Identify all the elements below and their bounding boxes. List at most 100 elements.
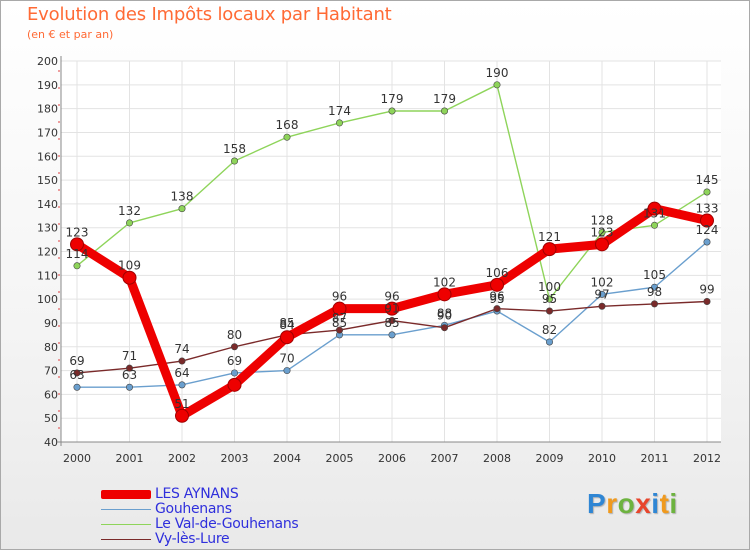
data-label-le-val-de-gouhenans: 132 bbox=[118, 204, 141, 218]
y-tick-label: 90 bbox=[44, 317, 58, 330]
y-tick-label: 200 bbox=[37, 55, 58, 68]
data-point-le-val-de-gouhenans bbox=[545, 295, 553, 303]
data-label-le-val-de-gouhenans: 174 bbox=[328, 104, 351, 118]
data-label-les-aynans: 51 bbox=[174, 397, 189, 411]
y-tick-label: 50 bbox=[44, 412, 58, 425]
y-tick-label: 120 bbox=[37, 246, 58, 259]
data-point-vy-les-lure bbox=[703, 298, 711, 306]
data-point-les-aynans bbox=[227, 377, 242, 392]
y-tick-label: 60 bbox=[44, 388, 58, 401]
data-label-le-val-de-gouhenans: 145 bbox=[696, 173, 719, 187]
y-tick-label: 140 bbox=[37, 198, 58, 211]
data-point-le-val-de-gouhenans bbox=[388, 107, 396, 115]
data-point-les-aynans bbox=[70, 237, 84, 252]
y-tick-label: 170 bbox=[37, 126, 58, 139]
legend-swatch-vy-les-lure bbox=[101, 539, 151, 540]
data-label-le-val-de-gouhenans: 158 bbox=[223, 142, 246, 156]
data-point-les-aynans bbox=[595, 237, 609, 252]
data-label-vy-les-lure: 74 bbox=[174, 342, 189, 356]
data-label-le-val-de-gouhenans: 131 bbox=[643, 206, 666, 220]
data-point-le-val-de-gouhenans bbox=[231, 157, 239, 165]
data-label-les-aynans: 96 bbox=[384, 290, 399, 304]
legend-label-le-val-de-gouhenans: Le Val-de-Gouhenans bbox=[155, 516, 299, 532]
data-label-vy-les-lure: 90 bbox=[437, 309, 452, 323]
x-tick-label: 2010 bbox=[588, 452, 616, 465]
data-label-les-aynans: 106 bbox=[486, 266, 509, 280]
data-label-le-val-de-gouhenans: 168 bbox=[276, 118, 299, 132]
data-label-vy-les-lure: 95 bbox=[542, 292, 557, 306]
data-label-gouhenans: 102 bbox=[591, 275, 614, 289]
data-label-gouhenans: 88 bbox=[437, 306, 452, 320]
x-tick-label: 2005 bbox=[326, 452, 354, 465]
data-label-vy-les-lure: 99 bbox=[699, 283, 714, 297]
data-label-les-aynans: 84 bbox=[279, 318, 294, 332]
x-tick-label: 2004 bbox=[273, 452, 301, 465]
data-label-les-aynans: 102 bbox=[433, 275, 456, 289]
y-tick-label: 150 bbox=[37, 174, 58, 187]
data-point-vy-les-lure bbox=[598, 302, 606, 310]
data-point-les-aynans bbox=[385, 301, 399, 316]
proxiti-logo: Proxiti bbox=[587, 488, 678, 520]
y-tick-label: 100 bbox=[37, 293, 58, 306]
data-label-vy-les-lure: 97 bbox=[594, 287, 609, 301]
x-tick-label: 2011 bbox=[641, 452, 669, 465]
data-label-gouhenans: 64 bbox=[174, 366, 189, 380]
data-point-le-val-de-gouhenans bbox=[493, 81, 501, 89]
logo-letter: t bbox=[659, 488, 670, 519]
data-point-les-aynans bbox=[280, 330, 294, 345]
data-point-les-aynans bbox=[332, 301, 347, 316]
logo-letter: o bbox=[617, 488, 636, 519]
data-point-gouhenans bbox=[126, 383, 134, 391]
x-tick-label: 2012 bbox=[693, 452, 721, 465]
data-label-les-aynans: 109 bbox=[118, 259, 141, 273]
data-point-le-val-de-gouhenans bbox=[178, 205, 186, 213]
chart-subtitle: (en € et par an) bbox=[27, 28, 114, 41]
logo-letter: P bbox=[587, 488, 607, 519]
y-tick-label: 180 bbox=[37, 103, 58, 116]
x-tick-label: 2006 bbox=[378, 452, 406, 465]
data-point-gouhenans bbox=[178, 381, 186, 389]
logo-letter: r bbox=[606, 488, 618, 519]
legend-label-gouhenans: Gouhenans bbox=[155, 501, 232, 517]
x-tick-label: 2003 bbox=[221, 452, 249, 465]
data-point-vy-les-lure bbox=[545, 307, 553, 315]
data-point-le-val-de-gouhenans bbox=[650, 221, 658, 229]
data-label-les-aynans: 123 bbox=[591, 225, 614, 239]
data-label-gouhenans: 85 bbox=[332, 316, 347, 330]
data-point-vy-les-lure bbox=[440, 324, 448, 332]
data-point-gouhenans bbox=[73, 383, 81, 391]
data-label-vy-les-lure: 91 bbox=[384, 302, 399, 316]
data-label-le-val-de-gouhenans: 138 bbox=[171, 190, 194, 204]
y-tick-label: 130 bbox=[37, 222, 58, 235]
data-label-gouhenans: 69 bbox=[227, 354, 242, 368]
legend-swatch-le-val-de-gouhenans bbox=[101, 524, 151, 525]
data-point-le-val-de-gouhenans bbox=[126, 219, 134, 227]
data-label-les-aynans: 96 bbox=[332, 290, 347, 304]
data-label-le-val-de-gouhenans: 179 bbox=[381, 92, 404, 106]
data-point-vy-les-lure bbox=[126, 364, 134, 372]
data-point-gouhenans bbox=[703, 238, 711, 246]
data-point-les-aynans bbox=[700, 213, 714, 228]
data-point-vy-les-lure bbox=[231, 343, 239, 351]
data-point-vy-les-lure bbox=[493, 305, 501, 313]
x-tick-label: 2009 bbox=[536, 452, 564, 465]
data-point-vy-les-lure bbox=[388, 317, 396, 325]
data-label-les-aynans: 123 bbox=[66, 225, 89, 239]
data-point-le-val-de-gouhenans bbox=[598, 228, 606, 236]
x-tick-label: 2000 bbox=[63, 452, 91, 465]
data-point-les-aynans bbox=[437, 287, 452, 302]
logo-letter: i bbox=[669, 488, 678, 519]
data-label-vy-les-lure: 80 bbox=[227, 328, 242, 342]
data-point-gouhenans bbox=[650, 283, 658, 291]
data-point-vy-les-lure bbox=[73, 369, 81, 377]
data-label-le-val-de-gouhenans: 114 bbox=[66, 247, 89, 261]
data-point-vy-les-lure bbox=[335, 326, 343, 334]
data-point-les-aynans bbox=[175, 408, 189, 423]
data-label-gouhenans: 70 bbox=[279, 352, 294, 366]
y-tick-label: 70 bbox=[44, 365, 58, 378]
y-tick-label: 80 bbox=[44, 341, 58, 354]
data-label-gouhenans: 82 bbox=[542, 323, 557, 337]
data-label-vy-les-lure: 87 bbox=[332, 311, 347, 325]
data-label-vy-les-lure: 85 bbox=[279, 316, 294, 330]
